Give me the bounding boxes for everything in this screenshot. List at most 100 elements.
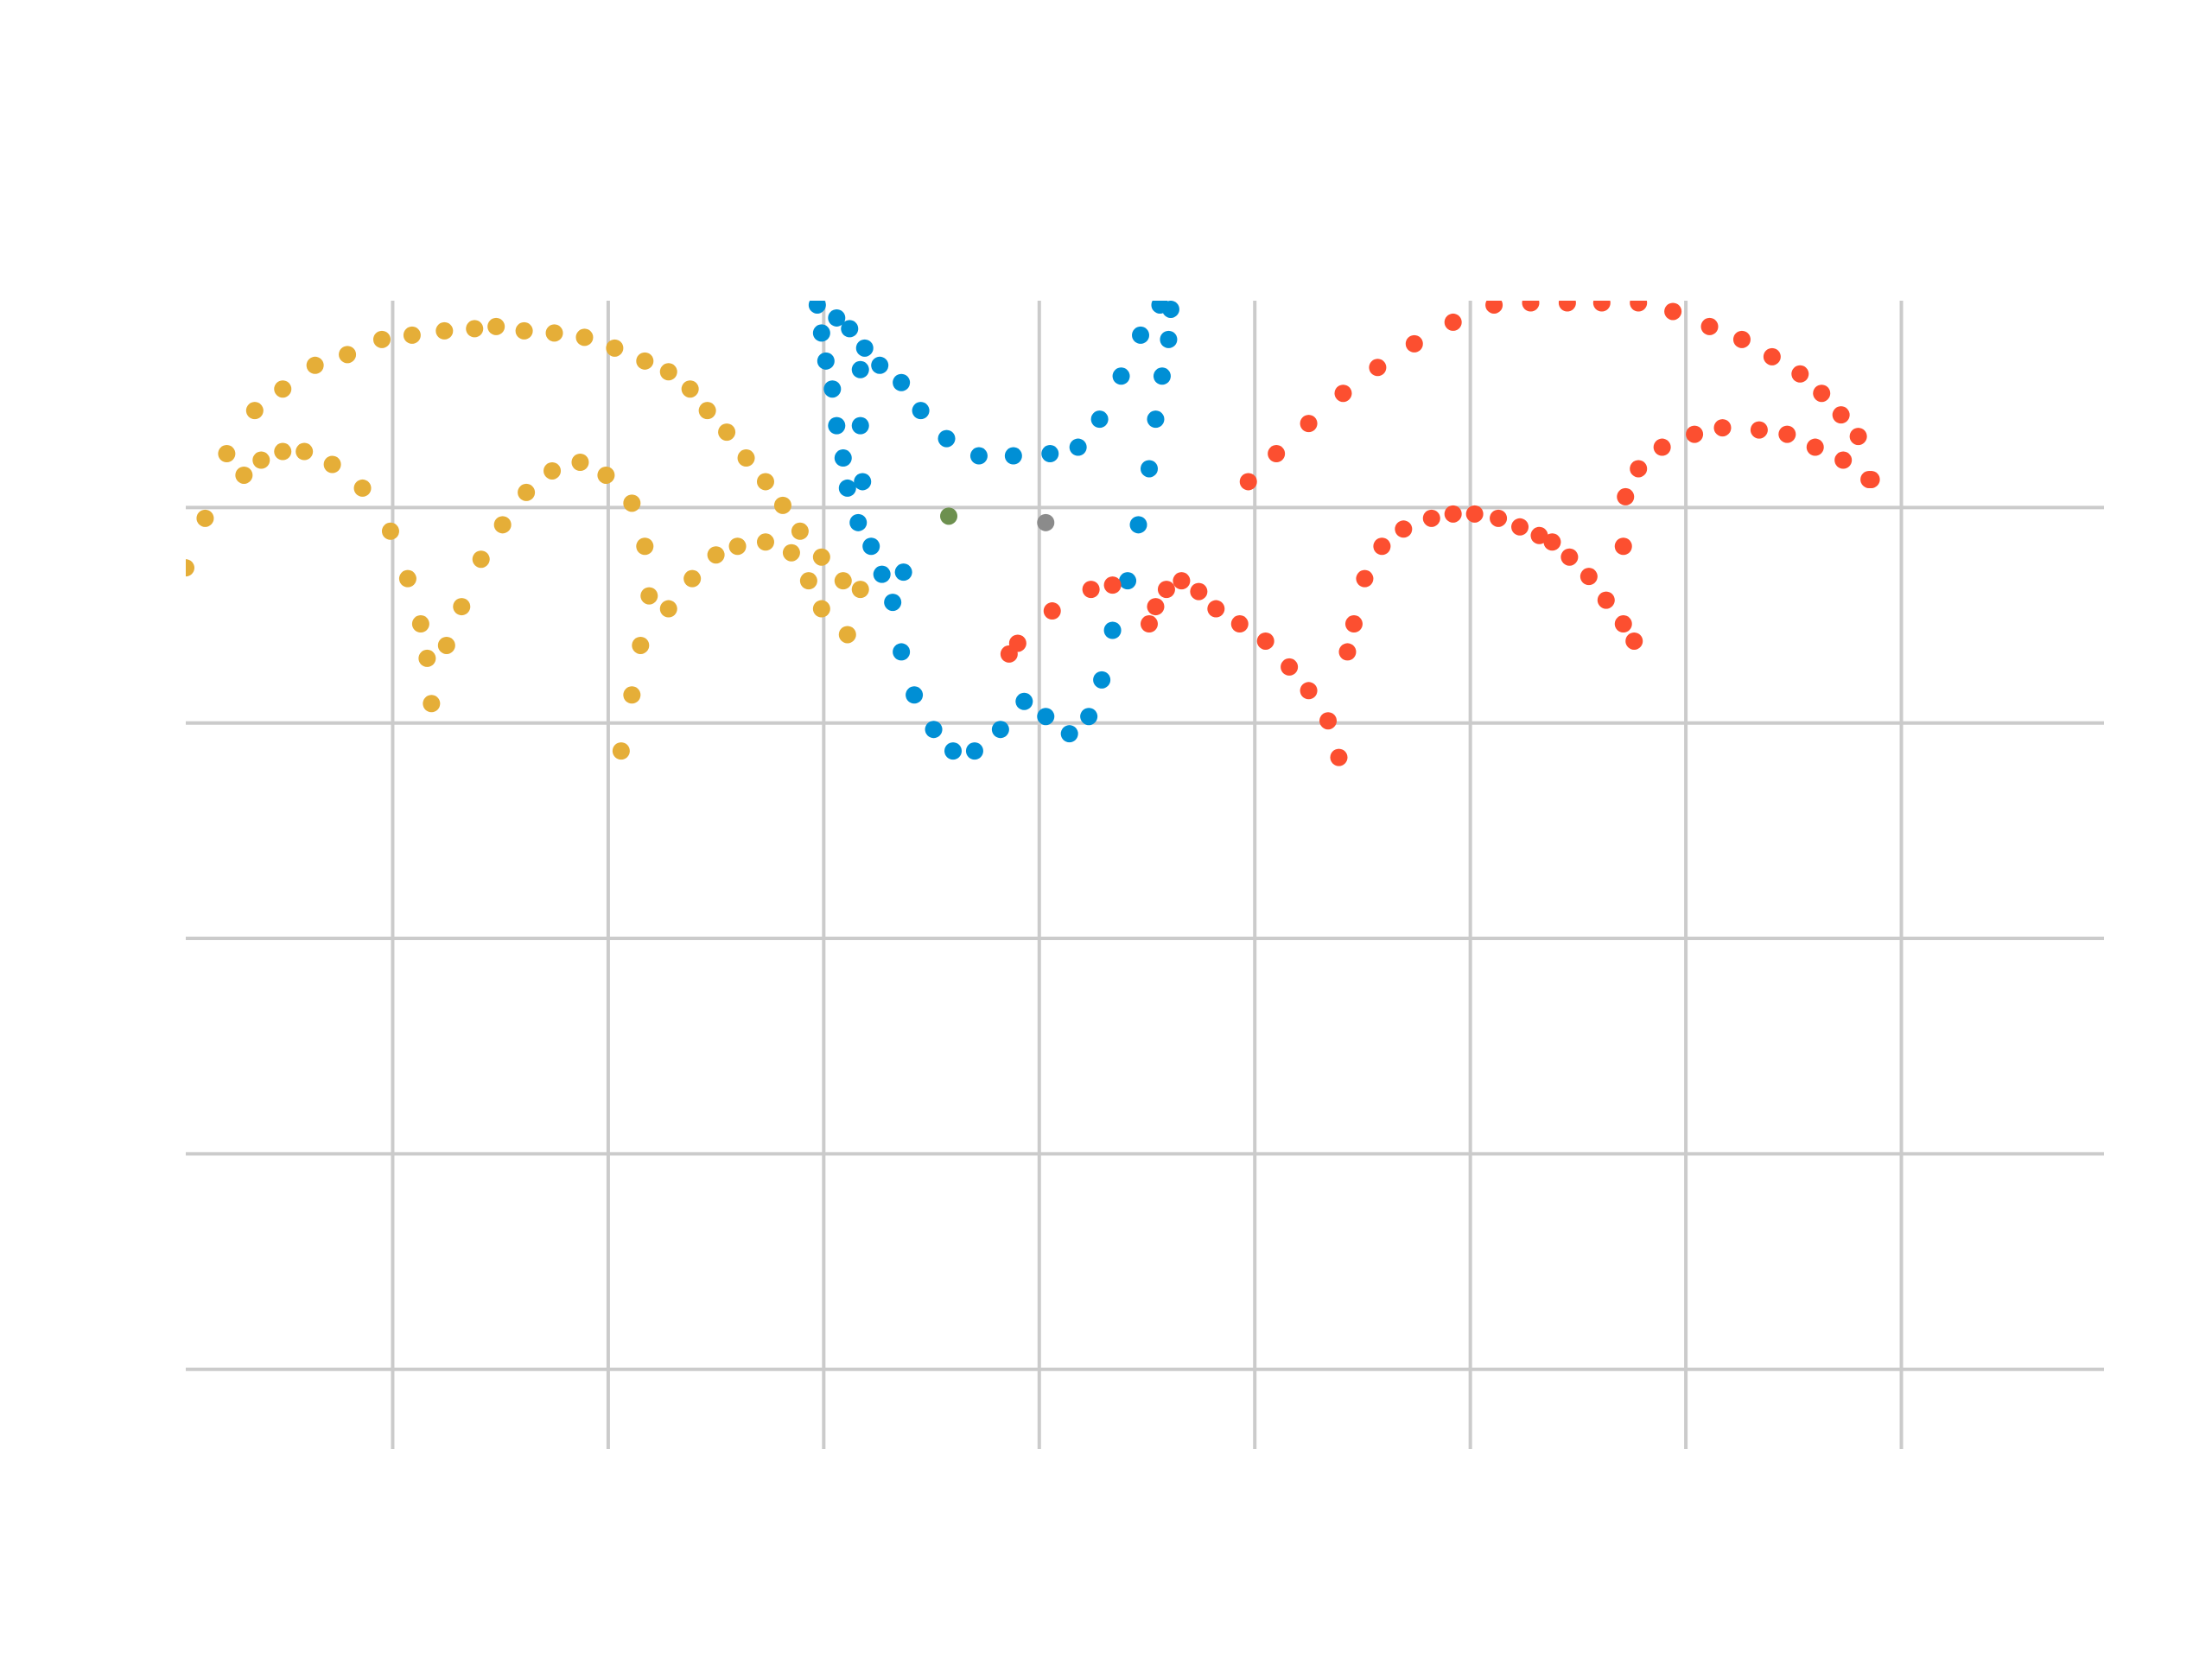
point (681, 380, 699, 398)
point (1300, 415, 1318, 433)
point (1334, 385, 1352, 403)
grid (186, 301, 2104, 1449)
point (873, 565, 891, 583)
point (834, 449, 852, 467)
point (707, 546, 725, 564)
point (854, 473, 872, 491)
point (623, 686, 641, 704)
point (1256, 632, 1274, 650)
point (1405, 334, 1423, 353)
point (1147, 410, 1165, 429)
point (1813, 385, 1831, 403)
point (1338, 643, 1357, 661)
point (828, 416, 846, 435)
point (925, 721, 943, 739)
point (1008, 634, 1027, 652)
point (756, 533, 774, 551)
point (1082, 581, 1100, 599)
point (437, 636, 455, 654)
point (841, 320, 859, 338)
point (1530, 526, 1548, 544)
point (1043, 602, 1061, 620)
point (884, 594, 902, 612)
point (823, 380, 842, 398)
point (1268, 445, 1286, 463)
point (1422, 509, 1440, 527)
point (245, 402, 264, 420)
point (1140, 615, 1158, 633)
point (1630, 301, 1648, 312)
point (1369, 359, 1387, 377)
point (1791, 365, 1809, 383)
point (1763, 347, 1781, 365)
point (636, 352, 654, 370)
point (493, 516, 512, 534)
point (1132, 326, 1150, 344)
point (1373, 537, 1391, 556)
point (940, 507, 958, 525)
point (1664, 302, 1682, 321)
point (339, 346, 357, 364)
point (606, 339, 624, 357)
point (398, 569, 416, 588)
point (571, 454, 589, 472)
point (1832, 406, 1850, 424)
point (851, 416, 869, 435)
point (1653, 438, 1671, 456)
point (812, 548, 830, 566)
point (659, 600, 677, 618)
point (636, 537, 654, 556)
point (1119, 572, 1137, 590)
point (1700, 317, 1719, 335)
point (1465, 505, 1484, 523)
point (1157, 581, 1175, 599)
point (944, 742, 962, 760)
point (756, 473, 774, 491)
point (851, 360, 869, 378)
point (1732, 330, 1751, 348)
point (1485, 301, 1503, 314)
point (306, 356, 324, 374)
point (893, 643, 911, 661)
point (1207, 600, 1225, 618)
point (1190, 582, 1208, 601)
point (1686, 425, 1704, 443)
point (1511, 518, 1529, 536)
point (411, 615, 429, 633)
point (1173, 572, 1191, 590)
point (1490, 509, 1508, 527)
point (1778, 425, 1796, 443)
point (718, 423, 736, 442)
point (1037, 708, 1055, 726)
point (1093, 671, 1111, 689)
point (812, 324, 830, 342)
point (838, 626, 856, 644)
point (381, 522, 399, 540)
point (453, 598, 471, 616)
point (196, 509, 214, 527)
point (1344, 615, 1363, 633)
point (1060, 725, 1078, 743)
point (799, 572, 817, 590)
point (1090, 410, 1109, 429)
point (274, 442, 292, 461)
point (1713, 419, 1732, 437)
point (782, 543, 800, 562)
point (1580, 568, 1598, 586)
point (1103, 576, 1122, 594)
point (683, 569, 702, 588)
point (1160, 330, 1178, 348)
point (518, 483, 536, 501)
point (1806, 438, 1824, 456)
point (418, 649, 436, 667)
point (1129, 516, 1147, 534)
point (1069, 438, 1087, 456)
point (659, 363, 677, 381)
point (1558, 301, 1576, 312)
point (632, 636, 650, 654)
point (1230, 615, 1249, 633)
point (871, 356, 889, 374)
point (1543, 533, 1561, 551)
point (1112, 367, 1130, 385)
